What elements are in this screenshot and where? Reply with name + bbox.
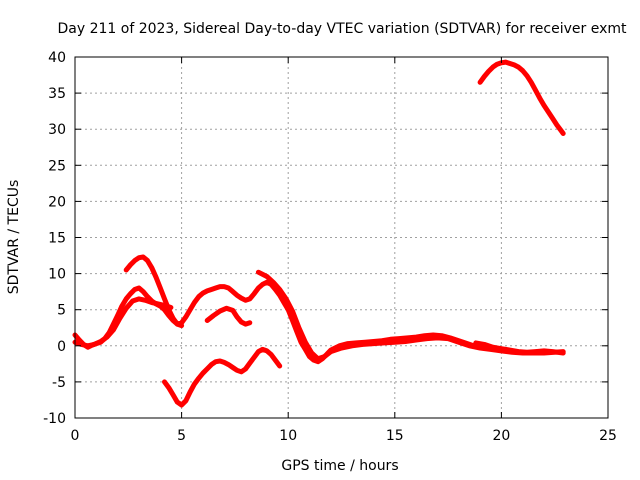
x-tick-label: 0 <box>71 428 80 444</box>
y-tick-label: 35 <box>48 86 66 102</box>
y-tick-label: 30 <box>48 122 66 138</box>
y-tick-label: -10 <box>43 411 66 427</box>
x-tick-label: 15 <box>386 428 404 444</box>
y-axis-label: SDTVAR / TECUs <box>6 180 22 295</box>
x-tick-label: 25 <box>599 428 617 444</box>
x-axis-label: GPS time / hours <box>281 458 398 474</box>
chart-title: Day 211 of 2023, Sidereal Day-to-day VTE… <box>58 21 628 37</box>
y-tick-label: 15 <box>48 231 66 247</box>
y-tick-label: -5 <box>52 375 66 391</box>
series-track-1 <box>72 279 479 365</box>
x-tick-label: 10 <box>279 428 297 444</box>
grid <box>75 57 608 418</box>
plot-frame <box>74 56 609 419</box>
y-tick-label: 20 <box>48 194 66 210</box>
y-tick-label: 40 <box>48 50 66 66</box>
x-tick-label: 5 <box>177 428 186 444</box>
plot-area <box>72 59 566 408</box>
series-track-2 <box>72 296 174 349</box>
series-track-4 <box>204 305 253 327</box>
y-tick-label: 25 <box>48 158 66 174</box>
y-tick-label: 5 <box>57 303 66 319</box>
y-tick-label: 0 <box>57 339 66 355</box>
series-track-8 <box>477 59 566 136</box>
series-track-7 <box>162 346 283 408</box>
x-tick-label: 20 <box>492 428 510 444</box>
y-tick-label: 10 <box>48 267 66 283</box>
series-track-3 <box>123 254 185 329</box>
axes: 0 5 10 15 20 25 -10 -5 0 5 10 15 20 25 30 35 40 <box>43 50 617 444</box>
series-track-6 <box>473 340 566 356</box>
